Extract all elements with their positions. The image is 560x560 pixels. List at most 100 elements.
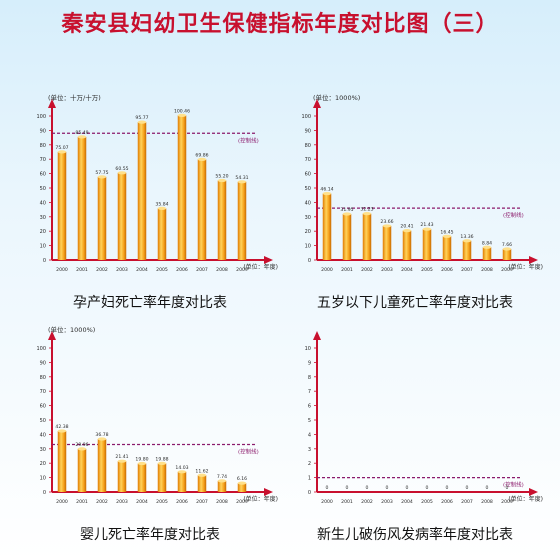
- x-tick-label: 2009: [501, 499, 513, 505]
- y-tick-label: 40: [305, 200, 311, 206]
- x-tick-label: 2009: [501, 267, 513, 273]
- bar-value-label: 31.95: [340, 207, 353, 213]
- bar: [462, 240, 472, 260]
- bar-cap: [217, 479, 227, 483]
- bar-value-label: 69.86: [195, 152, 208, 158]
- y-tick-label: 40: [40, 200, 46, 206]
- maternal-mortality-chart: (单位：十万/十万) 0 10 20 30 40 50 60 70 80 90 100 (控制线) 75.…: [36, 93, 278, 273]
- bar-cap: [137, 120, 147, 124]
- bar: [197, 475, 207, 492]
- x-tick-label: 2000: [56, 499, 68, 505]
- bar-value-label: 7.66: [502, 242, 512, 248]
- bar: [117, 461, 127, 492]
- x-tick-label: 2008: [216, 267, 228, 273]
- bar-value-label: 42.38: [55, 424, 68, 430]
- bar: [402, 230, 412, 260]
- y-tick-label: 0: [43, 490, 46, 496]
- y-tick-label: 90: [40, 128, 46, 134]
- y-tick-label: 60: [305, 172, 311, 178]
- neonatal-tetanus-chart: 012345678910(控制线)02000020010200202003020…: [305, 331, 543, 505]
- under5-mortality-caption: 五岁以下儿童死亡率年度对比表: [317, 295, 513, 311]
- bar-cap: [502, 247, 512, 251]
- x-tick-label: 2001: [341, 499, 353, 505]
- x-tick-label: 2000: [321, 267, 333, 273]
- x-tick-label: 2002: [96, 499, 108, 505]
- bar-value-label: 20.41: [400, 224, 413, 230]
- bar: [137, 122, 147, 260]
- bar-value-label: 8.84: [482, 240, 492, 246]
- maternal-mortality-caption: 孕产妇死亡率年度对比表: [73, 295, 227, 311]
- bar-cap: [157, 461, 167, 465]
- y-tick-label: 50: [40, 186, 46, 192]
- bar-value-label: 0: [426, 485, 429, 491]
- x-tick-label: 2000: [321, 499, 333, 505]
- x-tick-label: 2007: [461, 267, 473, 273]
- bar: [157, 463, 167, 492]
- bar-value-label: 32.23: [360, 207, 373, 213]
- y-tick-label: 0: [308, 258, 311, 264]
- x-tick-label: 2006: [176, 499, 188, 505]
- y-tick-label: 70: [40, 389, 46, 395]
- infant-mortality-caption: 婴儿死亡率年度对比表: [80, 527, 220, 543]
- x-tick-label: 2005: [156, 499, 168, 505]
- bar-value-label: 54.31: [235, 175, 248, 181]
- bar-value-label: 35.84: [155, 201, 168, 207]
- x-tick-label: 2008: [481, 499, 493, 505]
- bar-cap: [442, 234, 452, 238]
- y-tick-label: 60: [40, 172, 46, 178]
- y-tick-label: 4: [308, 432, 311, 438]
- x-tick-label: 2007: [461, 499, 473, 505]
- y-axis-arrow: [48, 99, 56, 108]
- bar-value-label: 0: [386, 485, 389, 491]
- bar-value-label: 0: [346, 485, 349, 491]
- x-tick-label: 2003: [116, 267, 128, 273]
- bar: [57, 430, 67, 492]
- bar-cap: [137, 461, 147, 466]
- bar-cap: [197, 157, 207, 162]
- y-tick-label: 0: [43, 258, 46, 264]
- bar-cap: [77, 447, 87, 451]
- x-tick-label: 2002: [361, 499, 373, 505]
- y-tick-label: 7: [308, 389, 311, 395]
- bar-value-label: 55.20: [215, 174, 228, 180]
- x-axis-arrow: [529, 488, 538, 496]
- y-tick-label: 80: [40, 375, 46, 381]
- chart-panel-infant: (单位：1000%) 0 10 20 30 40 50 60 70 80 90 100 (控制线) 42.…: [10, 320, 290, 550]
- y-tick-label: 100: [36, 114, 46, 120]
- y-tick-label: 6: [308, 404, 311, 410]
- bar-cap: [422, 227, 432, 231]
- bar-cap: [117, 171, 127, 175]
- bar: [382, 225, 392, 260]
- x-tick-label: 2004: [136, 267, 148, 273]
- bar-cap: [217, 178, 227, 183]
- infant-mortality-chart: (单位：1000%) 0 10 20 30 40 50 60 70 80 90 100 (控制线) 42.…: [36, 325, 278, 505]
- bar-cap: [177, 470, 187, 474]
- chart-panel-under5: (单位：1000%) 0 10 20 30 40 50 60 70 80 90 100 (控制线) 46.…: [275, 88, 555, 318]
- chart-panel-tetanus: 0 1 2 3 4 5 6 7 8 9 10 (控制线) 0 2000 0 2001 0 2002 0 2003 0 20…: [275, 320, 555, 550]
- x-axis-arrow: [264, 488, 273, 496]
- x-tick-label: 2005: [156, 267, 168, 273]
- x-tick-label: 2006: [441, 267, 453, 273]
- bar: [322, 193, 332, 260]
- y-tick-label: 9: [308, 360, 311, 366]
- bar-value-label: 0: [486, 485, 489, 491]
- bar-cap: [57, 429, 67, 433]
- bar-cap: [402, 229, 412, 233]
- bar-cap: [342, 212, 352, 216]
- x-tick-label: 2007: [196, 499, 208, 505]
- bar-value-label: 0: [506, 485, 509, 491]
- bar-cap: [197, 473, 207, 477]
- bar: [77, 448, 87, 492]
- y-tick-label: 70: [40, 157, 46, 163]
- bar-value-label: 19.88: [155, 456, 168, 462]
- x-tick-label: 2002: [96, 267, 108, 273]
- bar-value-label: 14.03: [175, 465, 188, 471]
- x-tick-label: 2009: [236, 499, 248, 505]
- y-axis-arrow: [313, 331, 321, 340]
- bar: [77, 136, 87, 260]
- bar-value-label: 0: [366, 485, 369, 491]
- bar: [137, 463, 147, 492]
- x-tick-label: 2004: [401, 267, 413, 273]
- bar-cap: [237, 180, 247, 184]
